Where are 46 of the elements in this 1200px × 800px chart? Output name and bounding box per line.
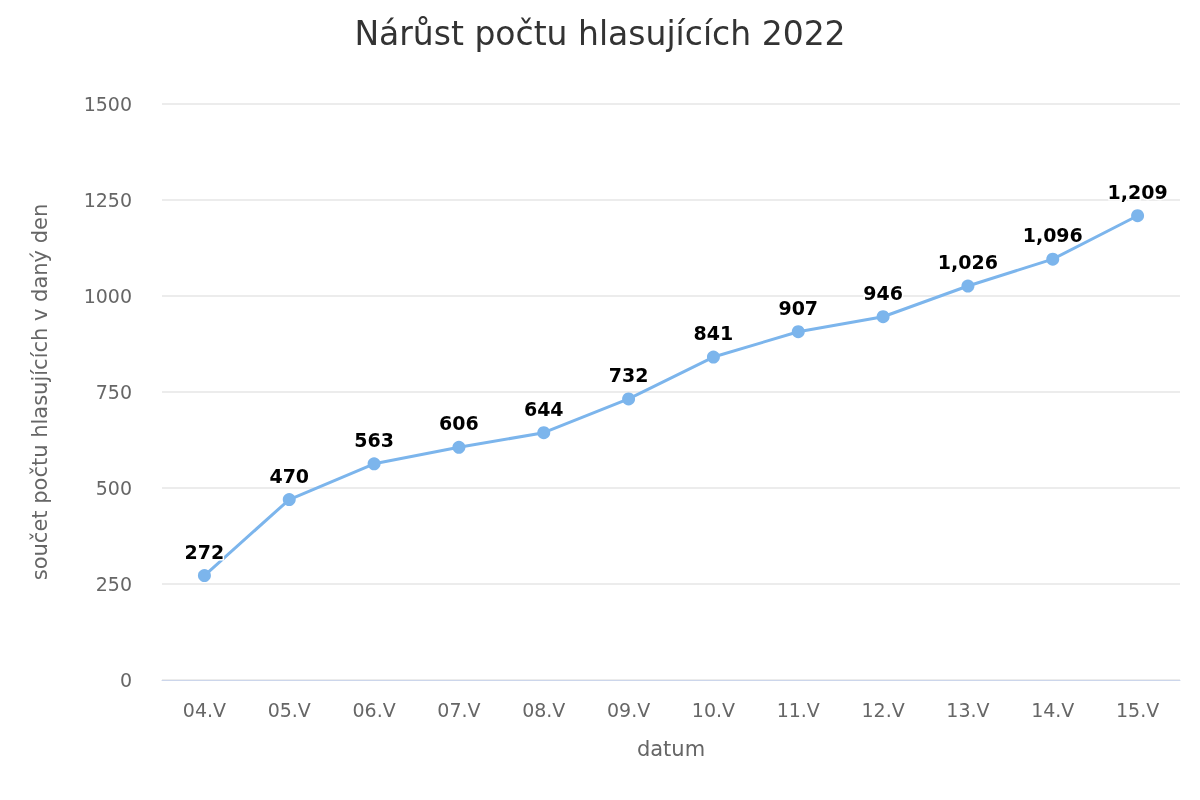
data-label: 1,096 (1022, 224, 1083, 247)
y-tick-label: 1000 (83, 285, 132, 307)
point (706, 350, 720, 364)
point (876, 310, 890, 324)
data-label: 946 (863, 281, 903, 304)
point (1131, 209, 1145, 223)
x-tick-label: 08.V (522, 698, 566, 721)
data-label: 644 (523, 397, 564, 420)
x-axis-title: datum (636, 736, 706, 761)
y-tick-label: 500 (95, 477, 132, 499)
point (282, 493, 296, 507)
y-tick-label: 1500 (83, 93, 132, 115)
point (622, 392, 636, 406)
data-label: 732 (608, 363, 649, 386)
point (537, 426, 551, 440)
x-tick-label: 15.V (1115, 698, 1160, 721)
x-tick-label: 05.V (267, 698, 311, 721)
data-label: 1,209 (1107, 180, 1168, 203)
x-tick-label: 12.V (861, 698, 905, 721)
x-tick-label: 06.V (352, 698, 396, 721)
x-tick-label: 10.V (691, 698, 736, 721)
x-tick-label: 09.V (606, 698, 651, 721)
point (197, 569, 211, 583)
data-label: 272 (184, 540, 225, 563)
point (1046, 252, 1060, 266)
point (791, 325, 805, 339)
data-label: 841 (693, 322, 734, 345)
point (452, 440, 466, 454)
x-tick-label: 14.V (1031, 698, 1075, 721)
x-tick-label: 13.V (946, 698, 990, 721)
data-label: 907 (778, 296, 819, 319)
data-label: 470 (269, 464, 310, 487)
y-tick-label: 1250 (83, 189, 132, 211)
x-tick-label: 04.V (182, 698, 227, 721)
y-tick-label: 750 (95, 381, 132, 403)
chart-title: Nárůst počtu hlasujících 2022 (354, 14, 846, 53)
data-label: 1,026 (937, 251, 998, 274)
point (961, 279, 975, 293)
x-tick-label: 11.V (776, 698, 820, 721)
y-axis-title: součet počtu hlasujících v daný den (27, 203, 52, 581)
y-tick-label: 0 (119, 669, 132, 691)
y-tick-label: 250 (95, 573, 132, 595)
x-tick-label: 07.V (437, 698, 481, 721)
data-label: 563 (354, 428, 394, 451)
data-label: 606 (439, 412, 479, 435)
point (367, 457, 381, 471)
